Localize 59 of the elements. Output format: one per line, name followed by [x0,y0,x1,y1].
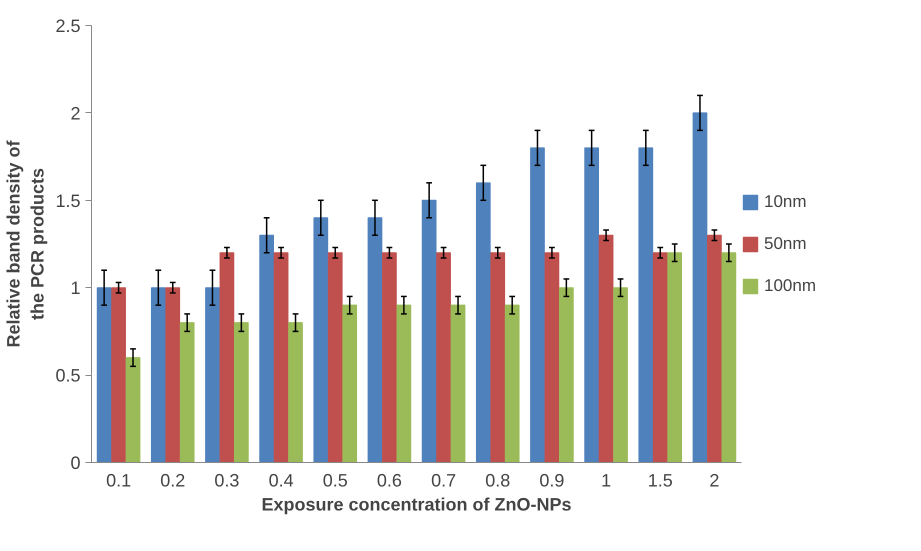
x-tick-label: 0.2 [160,470,186,490]
bar [652,252,668,462]
x-tick-label: 0.8 [485,470,510,490]
bar [328,252,343,462]
bar [274,252,288,462]
legend-label: 10nm [764,192,807,212]
y-tick-label: 0.5 [55,366,81,386]
bar [490,252,506,462]
x-tick-label: 0.7 [431,470,456,490]
bar [234,322,249,462]
bar [342,304,358,462]
bar [422,200,436,462]
bar [450,304,466,462]
bar [96,287,112,462]
bar [288,322,303,462]
bar [150,287,166,462]
bar [530,147,545,462]
bar [368,217,382,462]
bar [692,112,708,462]
x-tick-label: 0.5 [322,470,348,490]
x-tick-label: 0.9 [539,470,564,490]
x-tick-label: 0.6 [376,470,402,490]
bar [205,287,220,462]
bar [584,147,599,462]
bar [559,287,574,462]
y-tick-label: 0 [70,453,81,473]
x-tick-label: 0.1 [106,470,132,490]
y-tick-label: 1.5 [55,190,81,211]
y-axis-title: Relative band density of the PCR products [3,139,48,348]
bar [396,304,412,462]
y-tick-label: 1 [70,278,81,298]
bar [544,252,560,462]
x-tick-label: 0.4 [268,470,294,490]
x-tick-label: 1.5 [648,470,673,490]
bar [476,182,491,462]
y-tick-label: 2.5 [55,16,81,36]
x-axis-title: Exposure concentration of ZnO-NPs [261,494,572,514]
bar [180,322,195,462]
y-tick-label: 2 [70,103,81,124]
bar [707,234,722,462]
bar [598,234,614,462]
bar [613,287,628,462]
bar [126,357,140,462]
bar [638,147,654,462]
bar [220,252,234,462]
bar [313,217,328,462]
x-tick-label: 1 [601,470,612,490]
bar [504,304,520,462]
bar [667,252,682,462]
bar [259,234,274,462]
bar [722,252,736,462]
x-tick-label: 2 [709,470,720,490]
bar [382,252,397,462]
legend-label: 50nm [764,234,807,254]
legend-label: 100nm [764,276,816,296]
x-tick-label: 0.3 [214,470,240,490]
bar [436,252,451,462]
bar [165,287,180,462]
bar [111,287,126,462]
